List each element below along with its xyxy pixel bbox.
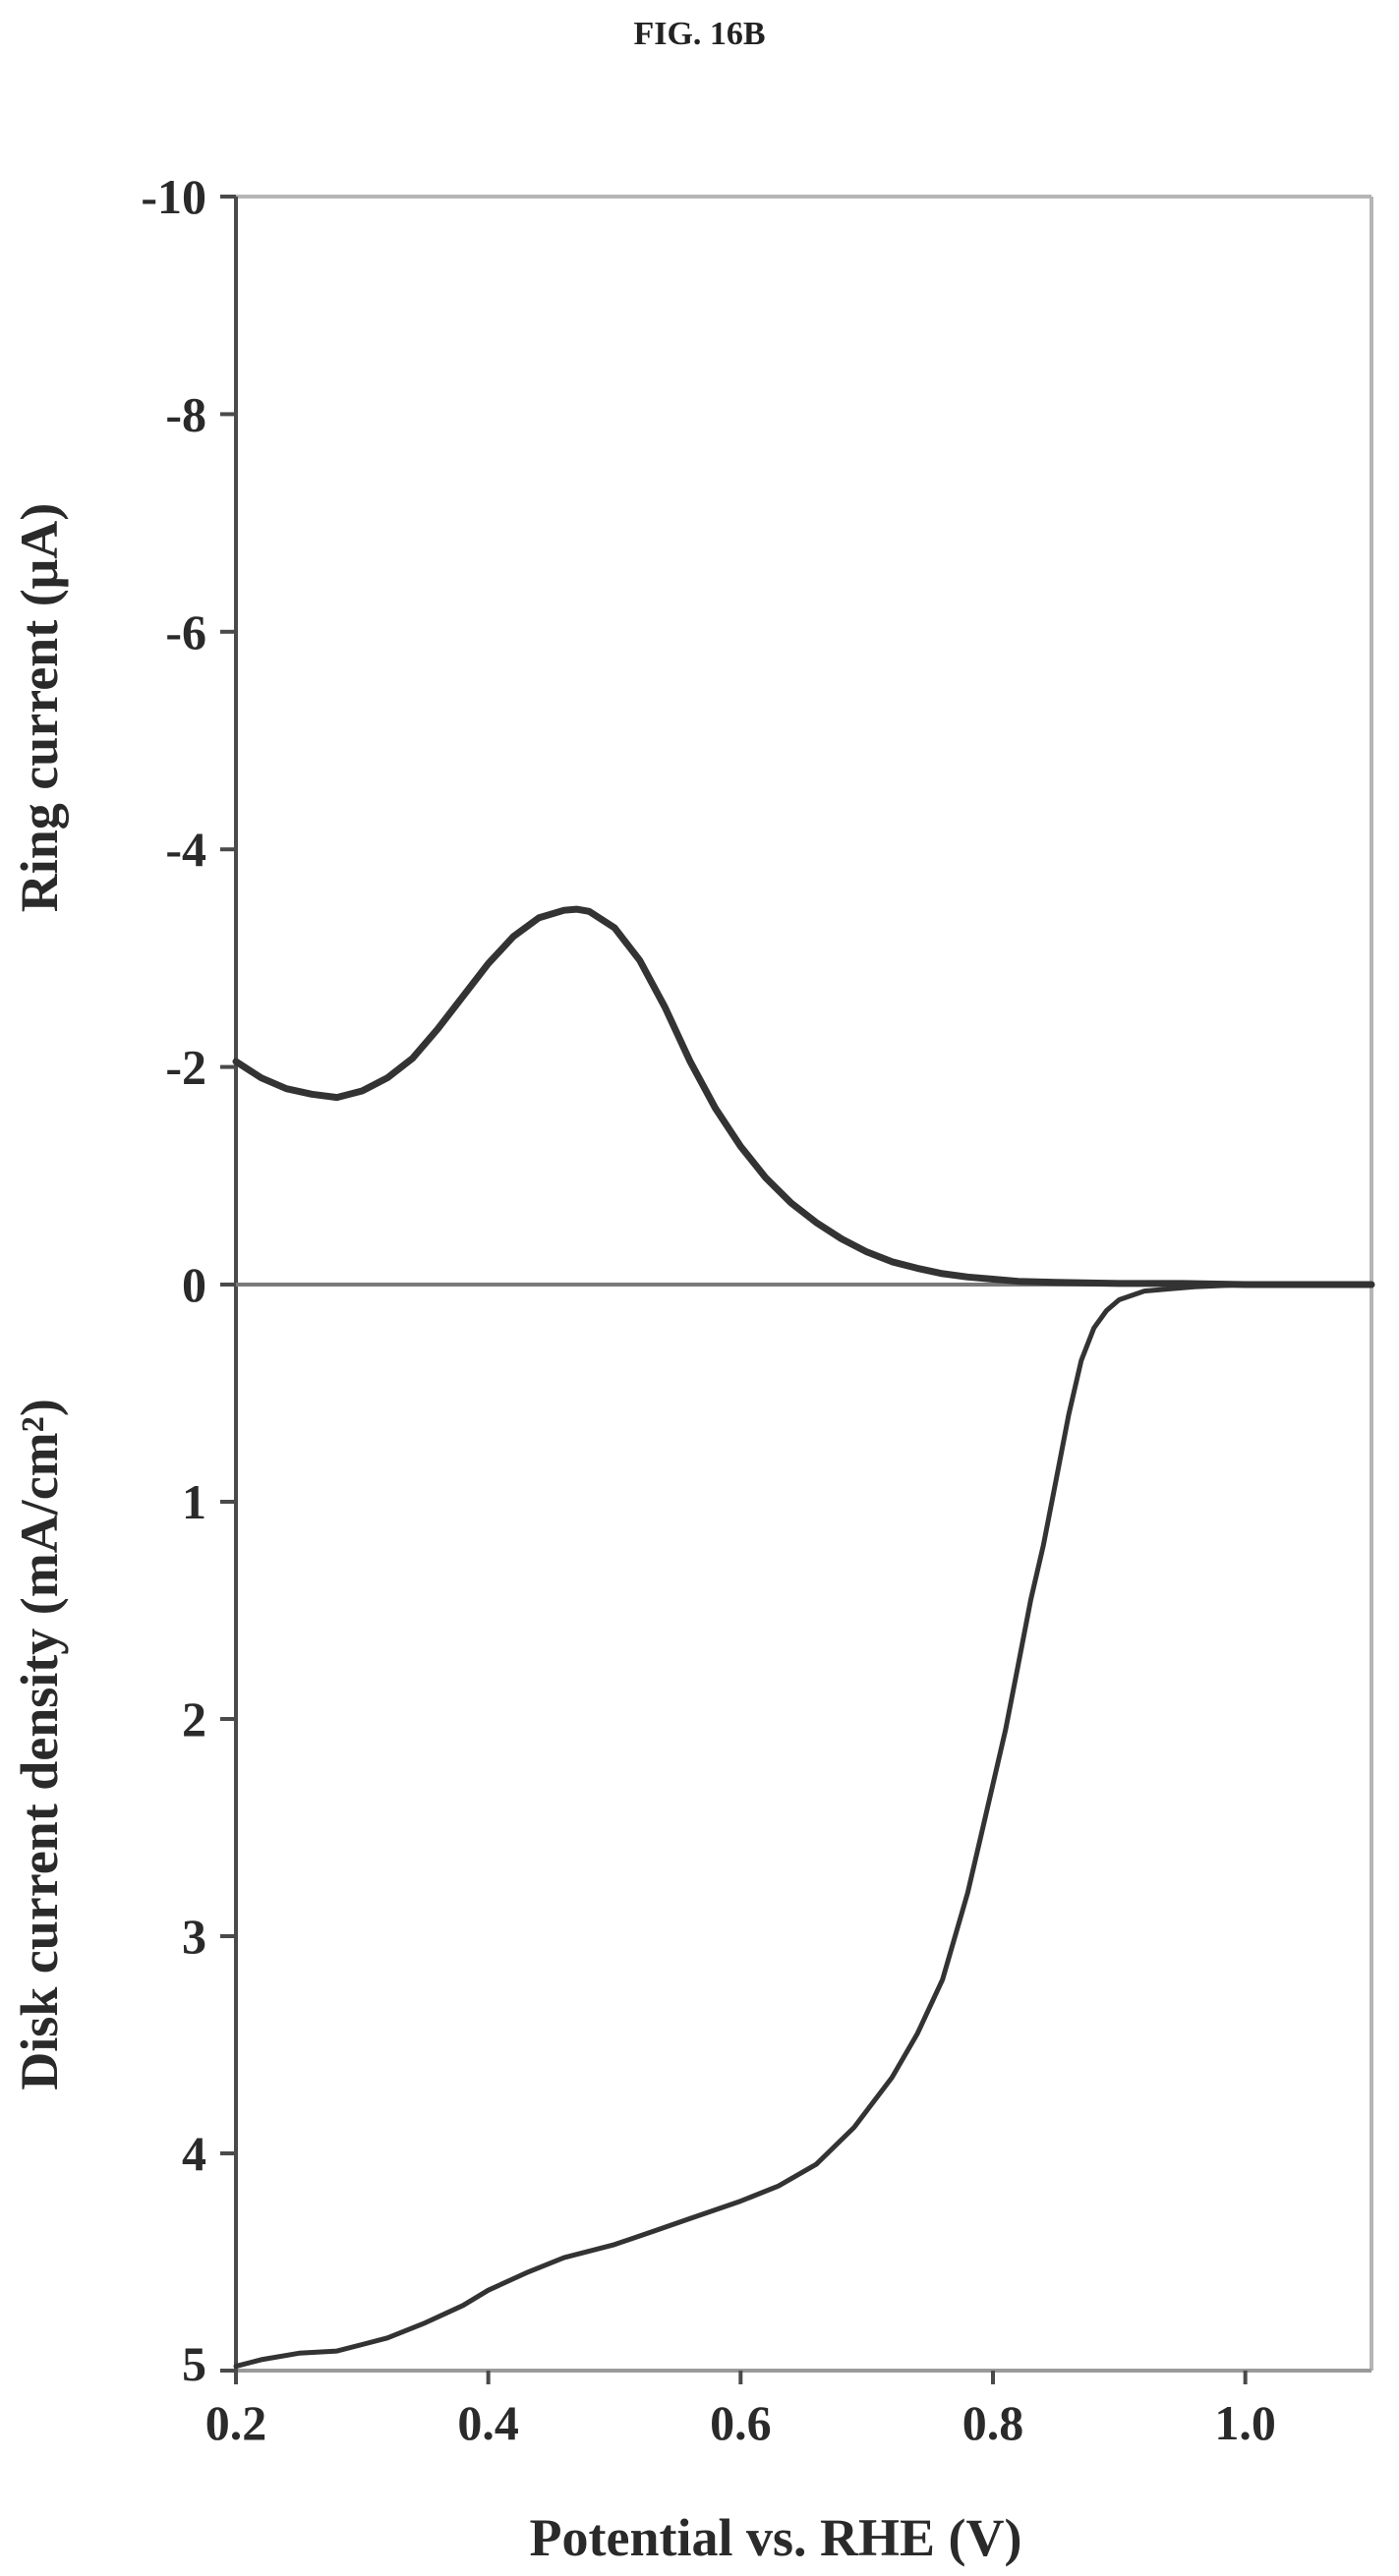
chart-frame xyxy=(220,195,1373,2384)
ring-current-axis-label: Ring current (μA) xyxy=(10,503,69,913)
x-tick-label: 0.6 xyxy=(710,2395,772,2450)
ring-current-line xyxy=(232,905,1375,1288)
disk-y-tick-label: 4 xyxy=(182,2126,206,2181)
disk-current-axis-label: Disk current density (mA/cm²) xyxy=(10,1399,69,2090)
disk-y-tick-label: 1 xyxy=(182,1474,206,1529)
disk-y-tick-label: 3 xyxy=(182,1909,206,1964)
potential-axis-label: Potential vs. RHE (V) xyxy=(530,2508,1022,2567)
disk-y-tick-label: 2 xyxy=(182,1691,206,1746)
x-tick-label: 0.4 xyxy=(457,2395,519,2450)
ring-y-tick-label: 0 xyxy=(182,1257,206,1312)
ring-y-tick-label: -4 xyxy=(165,822,206,877)
chart-marks xyxy=(232,905,1375,2370)
disk-current-line xyxy=(233,1282,1374,2370)
ring-y-tick-label: -8 xyxy=(165,386,206,441)
x-tick-label: 0.2 xyxy=(205,2395,267,2450)
x-tick-label: 1.0 xyxy=(1214,2395,1276,2450)
ring-y-tick-label: -10 xyxy=(141,169,206,224)
figure-label: FIG. 16B xyxy=(633,16,766,52)
ring-y-tick-label: -2 xyxy=(165,1040,206,1095)
ring-y-tick-label: -6 xyxy=(165,604,206,659)
tick-labels: -10 -8 -6 -4 -2 0 1 2 3 4 50.2 0.4 0.6 0.8 1.0 xyxy=(141,169,1276,2450)
disk-y-tick-label: 5 xyxy=(182,2336,206,2391)
x-tick-label: 0.8 xyxy=(962,2395,1024,2450)
